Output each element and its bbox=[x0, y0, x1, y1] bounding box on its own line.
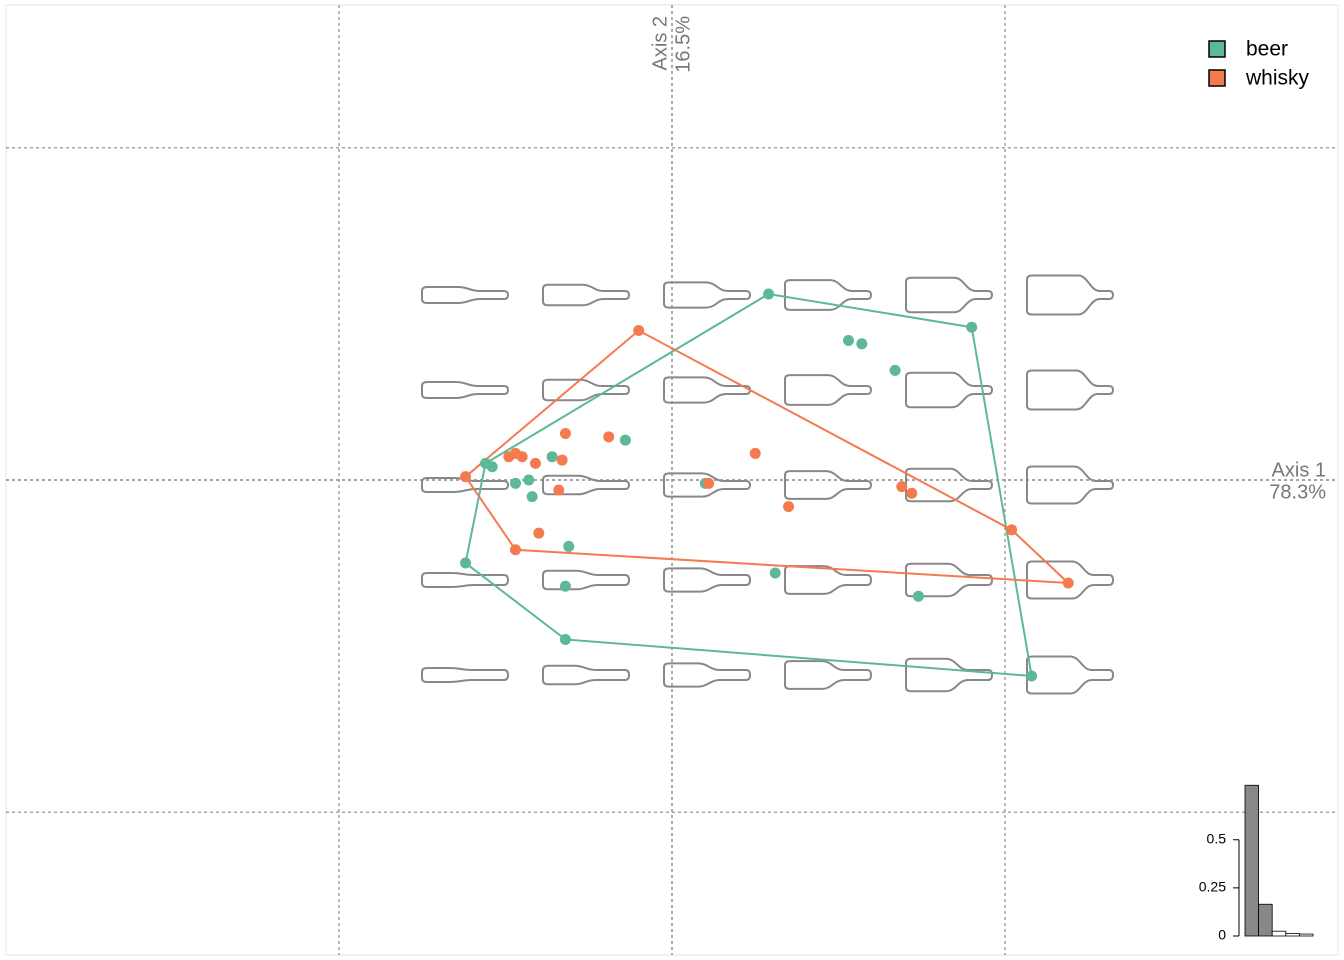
point bbox=[559, 580, 571, 592]
point bbox=[749, 447, 761, 459]
point bbox=[896, 481, 908, 493]
point bbox=[503, 451, 515, 463]
hull bbox=[464, 329, 1071, 585]
point bbox=[529, 457, 541, 469]
point bbox=[783, 501, 795, 513]
point bbox=[889, 364, 901, 376]
shape bbox=[663, 281, 752, 309]
axis-label: Axis 1 bbox=[1272, 459, 1326, 481]
point bbox=[509, 477, 521, 489]
point bbox=[912, 590, 924, 602]
legend-label: whisky bbox=[1245, 67, 1310, 90]
point bbox=[509, 544, 521, 556]
shape bbox=[421, 477, 510, 493]
shape bbox=[1026, 465, 1115, 505]
legend-label: beer bbox=[1246, 38, 1288, 61]
point bbox=[546, 451, 558, 463]
point bbox=[523, 474, 535, 486]
point bbox=[533, 527, 545, 539]
y-tick-label: 0.25 bbox=[1199, 879, 1226, 895]
shape bbox=[1026, 369, 1115, 411]
point bbox=[460, 557, 472, 569]
shape bbox=[1026, 560, 1115, 600]
shape bbox=[542, 474, 631, 496]
point bbox=[486, 461, 498, 473]
point bbox=[516, 451, 528, 463]
point bbox=[842, 334, 854, 346]
legend-swatch bbox=[1208, 40, 1226, 58]
bar bbox=[1271, 930, 1287, 937]
point bbox=[556, 454, 568, 466]
point bbox=[769, 567, 781, 579]
shape bbox=[905, 276, 994, 314]
point bbox=[906, 487, 918, 499]
shape bbox=[542, 569, 631, 591]
point bbox=[633, 325, 645, 337]
shape bbox=[905, 371, 994, 409]
point bbox=[563, 540, 575, 552]
shape bbox=[663, 567, 752, 593]
bar bbox=[1299, 933, 1314, 937]
bar bbox=[1258, 903, 1273, 937]
shape bbox=[663, 662, 752, 688]
point bbox=[1006, 524, 1018, 536]
shape bbox=[784, 660, 873, 690]
shape bbox=[784, 565, 873, 595]
shape bbox=[1026, 274, 1115, 316]
point bbox=[460, 471, 472, 483]
y-tick-label: 0 bbox=[1218, 927, 1226, 943]
shape bbox=[542, 283, 631, 307]
shape bbox=[663, 376, 752, 404]
shape bbox=[663, 472, 752, 498]
point bbox=[763, 288, 775, 300]
shape bbox=[784, 374, 873, 406]
axis-label: 78.3% bbox=[1269, 481, 1326, 503]
shape bbox=[421, 667, 510, 683]
shape bbox=[784, 470, 873, 500]
point bbox=[1026, 670, 1038, 682]
axis-label: 16.5% bbox=[672, 16, 694, 73]
shape bbox=[784, 279, 873, 311]
bar bbox=[1285, 933, 1300, 937]
point bbox=[559, 427, 571, 439]
point bbox=[553, 484, 565, 496]
point bbox=[966, 321, 978, 333]
point bbox=[1062, 577, 1074, 589]
shape bbox=[1026, 655, 1115, 695]
hull bbox=[464, 292, 1033, 678]
legend-swatch bbox=[1208, 69, 1226, 87]
shape bbox=[421, 572, 510, 588]
point bbox=[526, 491, 538, 503]
point bbox=[703, 477, 715, 489]
shape bbox=[542, 664, 631, 686]
shape bbox=[905, 562, 994, 598]
shape bbox=[542, 378, 631, 402]
point bbox=[603, 431, 615, 443]
axis-label: Axis 2 bbox=[649, 16, 671, 70]
shape bbox=[905, 467, 994, 503]
point bbox=[856, 338, 868, 350]
morphospace bbox=[421, 274, 1115, 695]
shape bbox=[905, 657, 994, 693]
y-tick-label: 0.5 bbox=[1207, 830, 1227, 846]
point bbox=[559, 633, 571, 645]
point bbox=[619, 434, 631, 446]
bar bbox=[1244, 784, 1260, 937]
shape bbox=[421, 381, 510, 399]
shape bbox=[421, 286, 510, 304]
